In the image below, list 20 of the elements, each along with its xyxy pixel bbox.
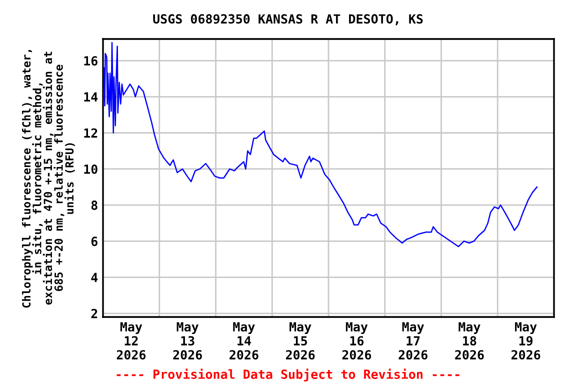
y-tick-label: 12	[84, 128, 98, 138]
line-series	[103, 42, 538, 248]
x-tick-label: May 12 2026	[116, 322, 146, 360]
text: ---- Provisional Data Subject to Revision ----	[116, 368, 460, 382]
y-tick-label: 16	[84, 56, 98, 66]
x-tick-label: May 17 2026	[398, 322, 428, 360]
x-tick-label: May 14 2026	[230, 322, 258, 360]
x-tick-label: May 16 2026	[342, 322, 372, 360]
y-tick-label: 14	[84, 92, 98, 102]
y-tick-label: 10	[84, 164, 98, 174]
y-tick-label: 6	[91, 236, 98, 246]
x-tick-label: May 13 2026	[173, 322, 202, 360]
y-tick-label: 2	[91, 308, 98, 318]
y-axis-title: Chlorophyll fluorescence (fChl), water, in situ, fluorometric method, excitation at 470 +-15 nm, emission at 685 +-20 nm, relative fluorescence units (RFU)	[22, 50, 75, 308]
y-tick-label: 8	[91, 200, 98, 210]
chart-title: USGS 06892350 KANSAS R AT DESOTO, KS	[153, 14, 423, 26]
y-tick-label: 4	[91, 272, 98, 282]
x-tick-label: May 15 2026	[286, 322, 315, 360]
x-tick-label: May 19 2026	[511, 322, 540, 360]
x-tick-label: May 18 2026	[455, 322, 484, 360]
